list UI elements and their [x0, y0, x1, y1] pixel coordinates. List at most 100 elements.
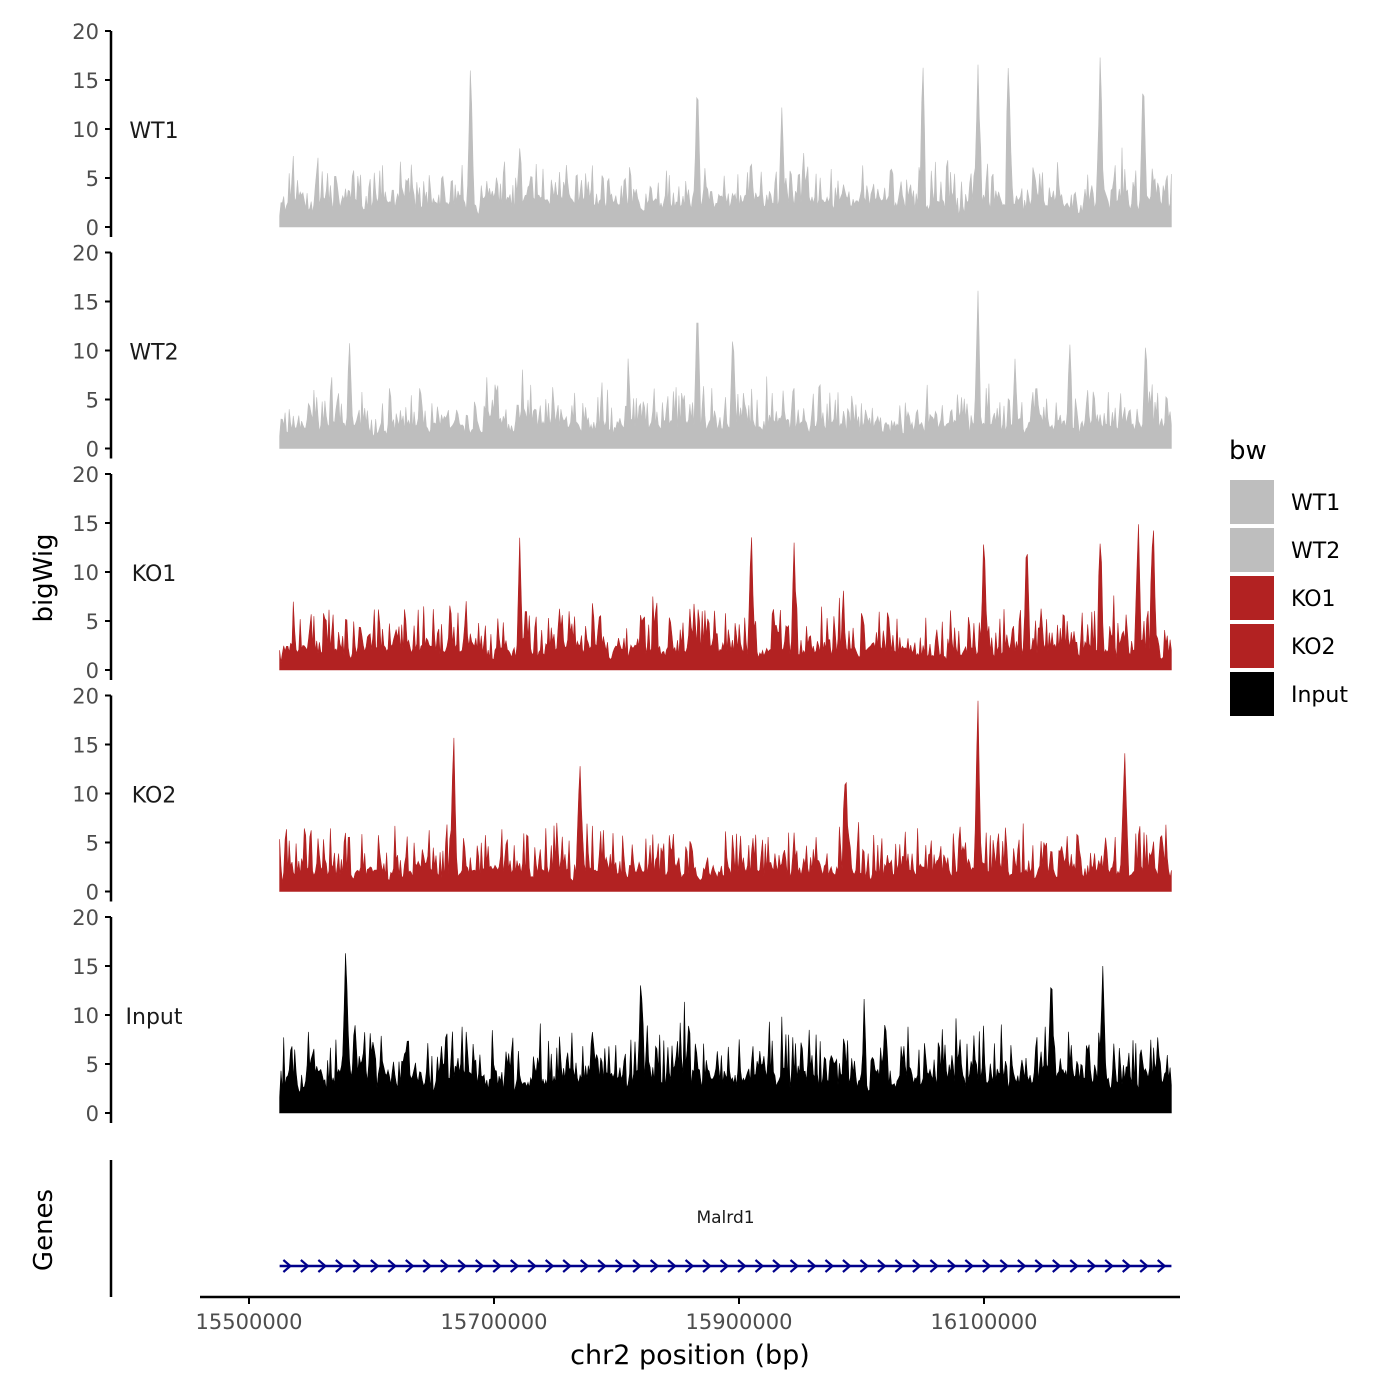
strand-arrow — [475, 1259, 485, 1273]
x-tick-label: 16100000 — [931, 1310, 1038, 1334]
legend: bw WT1 WT2 KO1 KO2 Input — [1229, 436, 1348, 716]
strand-arrow — [422, 1259, 432, 1273]
x-tick-label: 15900000 — [686, 1310, 793, 1334]
track-panel-ko2: 0 5 10 15 20 KO2 — [72, 685, 1172, 905]
legend-label: WT2 — [1291, 539, 1340, 564]
y-tick-label: 10 — [72, 118, 99, 142]
strand-arrow — [807, 1259, 817, 1273]
strand-arrow — [877, 1259, 887, 1273]
y-tick-label: 10 — [72, 561, 99, 585]
track-label: Input — [126, 1005, 183, 1030]
y-tick-label: 5 — [86, 832, 99, 856]
strand-arrow — [649, 1259, 660, 1273]
legend-entry-input: Input — [1230, 672, 1348, 716]
strand-arrow — [544, 1259, 555, 1273]
strand-arrow — [1156, 1259, 1167, 1273]
strand-arrow — [1139, 1259, 1149, 1273]
x-axis-title: chr2 position (bp) — [570, 1340, 810, 1371]
y-tick-label: 0 — [86, 216, 99, 240]
strand-arrow — [300, 1259, 310, 1273]
strand-arrow — [982, 1259, 992, 1273]
signal-area-input — [279, 953, 1172, 1114]
track-panel-wt2: 0 5 10 15 20 WT2 — [72, 242, 1172, 462]
strand-arrow — [509, 1259, 520, 1273]
signal-area-ko2 — [279, 700, 1172, 892]
strand-arrow — [912, 1259, 922, 1273]
track-panels: 0 5 10 15 20 WT1 0 5 10 15 20 WT2 0 5 10 15 20 KO1 0 5 10 15 2… — [72, 20, 1172, 1126]
legend-swatch — [1230, 672, 1274, 716]
legend-entry-wt2: WT2 — [1230, 528, 1340, 572]
strand-arrow — [789, 1259, 800, 1273]
legend-entry-ko2: KO2 — [1230, 624, 1336, 668]
strand-arrow — [597, 1259, 607, 1273]
legend-label: Input — [1291, 683, 1348, 708]
strand-arrow — [894, 1259, 905, 1273]
strand-arrow — [457, 1259, 467, 1273]
track-panel-ko1: 0 5 10 15 20 KO1 — [72, 463, 1172, 683]
track-panel-wt1: 0 5 10 15 20 WT1 — [72, 20, 1172, 240]
track-label: KO1 — [132, 562, 177, 587]
strand-arrow — [387, 1259, 397, 1273]
strand-arrow — [492, 1259, 502, 1273]
gene-name-label: Malrd1 — [696, 1208, 754, 1228]
strand-arrow — [562, 1259, 572, 1273]
y-tick-label: 10 — [72, 783, 99, 807]
strand-arrow — [684, 1259, 695, 1273]
y-tick-label: 0 — [86, 659, 99, 683]
y-tick-label: 5 — [86, 1053, 99, 1077]
legend-label: WT1 — [1291, 491, 1340, 516]
strand-arrow — [859, 1259, 870, 1273]
x-tick-label: 15500000 — [196, 1310, 303, 1334]
x-tick-label: 15700000 — [441, 1310, 548, 1334]
strand-arrow — [824, 1259, 835, 1273]
legend-swatch — [1230, 480, 1274, 524]
strand-arrow — [527, 1259, 537, 1273]
y-tick-label: 5 — [86, 389, 99, 413]
strand-arrow — [579, 1259, 590, 1273]
signal-area-wt2 — [279, 290, 1172, 449]
x-axis: 15500000 15700000 15900000 16100000 — [196, 1295, 1180, 1334]
y-tick-label: 20 — [72, 20, 99, 44]
track-label: WT1 — [129, 119, 178, 144]
legend-title: bw — [1229, 436, 1267, 466]
strand-arrow — [1087, 1259, 1097, 1273]
y-axis-title: bigWig — [29, 533, 59, 622]
track-panel-input: 0 5 10 15 20 Input — [72, 906, 1172, 1126]
y-tick-label: 15 — [72, 69, 99, 93]
strand-arrow — [702, 1259, 712, 1273]
y-tick-label: 20 — [72, 685, 99, 709]
y-tick-label: 0 — [86, 1102, 99, 1126]
strand-arrow — [1052, 1259, 1062, 1273]
strand-arrow — [282, 1259, 293, 1273]
legend-swatch — [1230, 528, 1274, 572]
legend-label: KO2 — [1291, 635, 1336, 660]
y-tick-label: 15 — [72, 955, 99, 979]
legend-label: KO1 — [1291, 587, 1336, 612]
strand-arrow — [335, 1259, 345, 1273]
y-tick-label: 10 — [72, 1004, 99, 1028]
strand-arrow — [754, 1259, 765, 1273]
strand-arrow — [405, 1259, 415, 1273]
y-tick-label: 20 — [72, 906, 99, 930]
y-tick-label: 15 — [72, 734, 99, 758]
track-label: WT2 — [129, 341, 178, 366]
strand-arrow — [929, 1259, 940, 1273]
y-tick-label: 5 — [86, 167, 99, 191]
legend-entry-wt1: WT1 — [1230, 480, 1340, 524]
strand-arrow — [772, 1259, 782, 1273]
strand-arrow — [614, 1259, 625, 1273]
strand-arrow — [737, 1259, 747, 1273]
strand-arrow — [1104, 1259, 1114, 1273]
strand-arrow — [352, 1259, 363, 1273]
strand-arrow — [1069, 1259, 1079, 1273]
strand-arrow — [370, 1259, 380, 1273]
y-tick-label: 0 — [86, 881, 99, 905]
genes-panel: Genes Malrd1 — [29, 1160, 1172, 1297]
strand-arrow — [1121, 1259, 1132, 1273]
strand-arrow — [999, 1259, 1010, 1273]
legend-entry-ko1: KO1 — [1230, 576, 1336, 620]
y-tick-label: 15 — [72, 512, 99, 536]
legend-swatch — [1230, 624, 1274, 668]
strand-arrow — [317, 1259, 328, 1273]
